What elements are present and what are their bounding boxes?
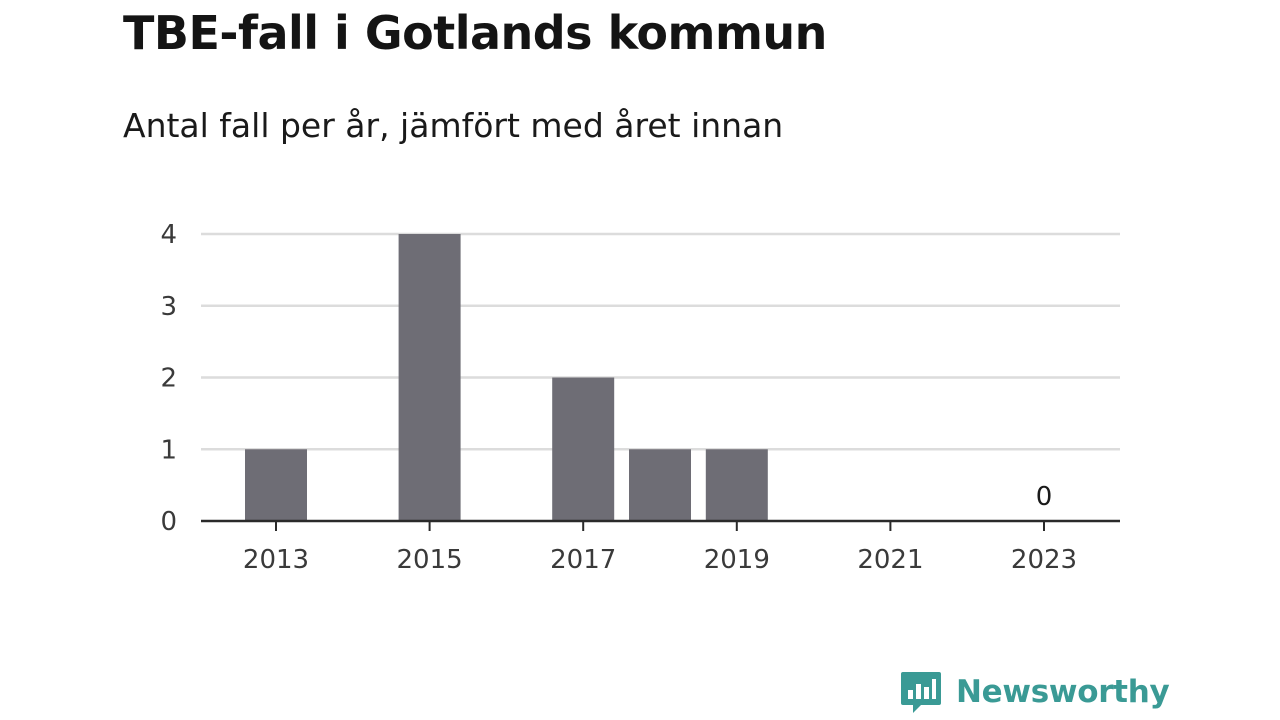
x-tick-label: 2021 <box>857 545 923 575</box>
y-axis-tick-labels: 0 1 2 3 4 <box>160 220 177 537</box>
bar-2017 <box>552 377 615 521</box>
newsworthy-brand: Newsworthy <box>900 670 1170 714</box>
data-labels: 0 <box>1036 482 1053 512</box>
bars <box>245 234 768 521</box>
x-tick-label: 2017 <box>550 545 616 575</box>
data-label-2023: 0 <box>1036 482 1053 512</box>
bar-2018 <box>629 449 691 521</box>
gridlines <box>201 232 1120 451</box>
x-tick-label: 2013 <box>243 545 309 575</box>
brand-name: Newsworthy <box>956 674 1170 710</box>
x-axis <box>201 519 1120 531</box>
y-tick-label: 0 <box>160 507 177 537</box>
x-tick-label: 2019 <box>704 545 770 575</box>
bar-2019 <box>705 449 768 521</box>
y-tick-label: 3 <box>160 292 177 322</box>
y-tick-label: 1 <box>160 435 177 465</box>
y-tick-label: 2 <box>160 364 177 394</box>
x-tick-label: 2015 <box>397 545 463 575</box>
chart-subtitle: Antal fall per år, jämfört med året inna… <box>123 106 784 145</box>
x-tick-label: 2023 <box>1011 545 1077 575</box>
bar-2015 <box>398 234 461 521</box>
chart-title: TBE-fall i Gotlands kommun <box>123 6 827 60</box>
bar-2013 <box>245 449 307 521</box>
y-tick-label: 4 <box>160 220 177 250</box>
x-axis-tick-labels: 2013 2015 2017 2019 2021 2023 <box>243 545 1077 575</box>
newsworthy-logo-icon <box>901 672 941 713</box>
